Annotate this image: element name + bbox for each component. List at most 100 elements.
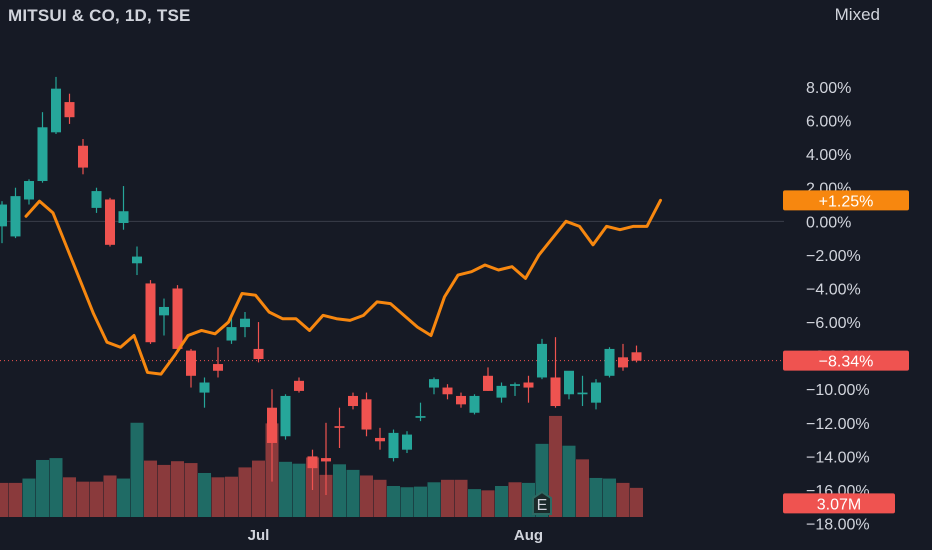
volume-bar	[144, 460, 157, 517]
candle-body	[402, 434, 412, 450]
candle-body	[10, 196, 21, 237]
candle-body	[294, 380, 304, 391]
candle-body	[510, 384, 520, 386]
x-tick-label: Jul	[248, 527, 270, 544]
volume-bar	[49, 458, 63, 517]
volume-bar	[508, 482, 522, 517]
volume-bar	[441, 479, 454, 517]
volume-bar	[225, 476, 238, 517]
volume-bar	[198, 472, 211, 517]
volume-bar	[630, 487, 643, 517]
earnings-icon	[532, 490, 552, 515]
candlestick-series	[0, 76, 642, 496]
y-tick-label: 0.00%	[806, 214, 851, 231]
volume-bar	[495, 486, 508, 517]
compare-line	[24, 198, 662, 376]
candle-body	[78, 145, 88, 168]
volume-bar	[63, 477, 76, 517]
candle-body	[429, 379, 439, 388]
volume-bar	[373, 479, 387, 517]
candle-body	[537, 343, 547, 378]
volume-bar	[481, 490, 495, 517]
last-price-tag: −8.34%	[819, 354, 874, 371]
volume-bar	[171, 461, 184, 517]
volume-bar	[252, 460, 265, 517]
candle-body	[334, 426, 345, 428]
candle-body	[564, 370, 574, 395]
candle-body	[145, 283, 156, 343]
candle-body	[213, 364, 223, 371]
y-tick-label: −2.00%	[806, 248, 861, 265]
y-tick-label: −18.00%	[806, 517, 870, 534]
candle-body	[280, 395, 291, 437]
candle-body	[118, 211, 129, 223]
candle-body	[240, 318, 250, 328]
symbol-title[interactable]: MITSUI & CO, 1D, TSE	[8, 6, 191, 25]
volume-bars	[0, 415, 643, 517]
volume-bar	[211, 477, 225, 517]
candle-body	[307, 456, 318, 469]
volume-bar	[22, 478, 36, 517]
candle-body	[51, 88, 61, 133]
volume-bar	[454, 479, 468, 517]
volume-bar	[292, 463, 306, 517]
candle-body	[105, 199, 115, 245]
volume-bar	[549, 415, 562, 517]
candle-body	[321, 458, 331, 462]
earnings-label: E	[537, 497, 548, 514]
volume-tag-bg	[783, 493, 895, 514]
volume-bar	[427, 482, 441, 517]
y-tick-label: 4.00%	[806, 147, 851, 164]
compare-change-tag: +1.25%	[819, 193, 874, 210]
volume-bar	[333, 464, 346, 517]
volume-bar	[90, 481, 103, 517]
candle-body	[577, 392, 588, 395]
candle-body	[523, 382, 534, 388]
y-tick-label: −12.00%	[806, 416, 870, 433]
candle-body	[550, 377, 561, 407]
compare-change-tag-bg	[783, 190, 909, 211]
candle-body	[226, 327, 237, 341]
last-price-tag-bg	[783, 350, 909, 371]
candle-body	[64, 102, 75, 118]
volume-bar	[603, 478, 616, 517]
candle-body	[267, 407, 277, 443]
volume-bar	[468, 489, 481, 517]
candle-body	[388, 432, 399, 459]
volume-bar	[117, 478, 130, 517]
y-tick-label: 6.00%	[806, 114, 851, 131]
volume-bar	[360, 475, 373, 517]
volume-bar	[0, 482, 9, 517]
scale-mode-label[interactable]: Mixed	[834, 5, 880, 24]
volume-bar	[238, 467, 252, 517]
candle-body	[469, 395, 480, 413]
volume-bar	[9, 482, 22, 517]
earnings-marker: E	[532, 490, 552, 515]
candle-body	[199, 382, 210, 393]
candle-body	[186, 350, 196, 376]
volume-bar	[616, 482, 630, 517]
candle-body	[132, 256, 142, 264]
volume-bar	[589, 477, 603, 517]
time-axis[interactable]: Jul Aug E	[248, 490, 552, 544]
candle-body	[456, 395, 466, 405]
chart-grid	[0, 220, 784, 362]
candle-body	[159, 306, 169, 316]
volume-bar	[522, 482, 535, 517]
candle-body	[361, 399, 372, 430]
volume-tag: 3.07M	[817, 496, 861, 513]
candle-body	[37, 127, 48, 182]
volume-bar	[319, 474, 333, 517]
candle-body	[631, 352, 642, 361]
compare-series	[24, 198, 662, 376]
candle-body	[91, 191, 102, 208]
candle-body	[253, 348, 264, 360]
candle-body	[618, 357, 628, 368]
y-tick-label: 8.00%	[806, 80, 851, 97]
candle-body	[604, 348, 615, 376]
candle-body	[415, 416, 426, 418]
volume-bar	[414, 486, 427, 517]
volume-bar	[400, 487, 414, 517]
volume-bar	[103, 475, 117, 517]
